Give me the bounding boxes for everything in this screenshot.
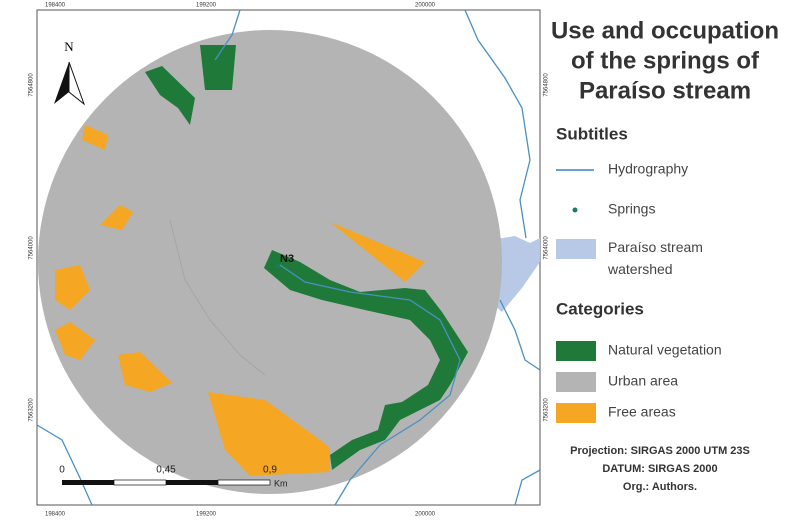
coord-bottom: 200000 xyxy=(415,512,436,518)
legend-heading: Subtitles xyxy=(556,124,628,143)
north-arrow xyxy=(54,61,86,106)
coord-top: 200000 xyxy=(415,3,436,9)
vegetation-swatch xyxy=(556,341,596,361)
legend-item: Hydrography xyxy=(608,161,688,177)
coord-left: 7563200 xyxy=(29,398,35,422)
urban-swatch xyxy=(556,372,596,392)
title-line: Paraíso stream xyxy=(579,77,751,104)
free-swatch xyxy=(556,403,596,423)
coord-left: 7564000 xyxy=(29,236,35,260)
title-line: Use and occupation xyxy=(551,17,779,44)
spring-label: N3 xyxy=(280,253,294,265)
title-line: of the springs of xyxy=(571,47,760,74)
credit: Org.: Authors. xyxy=(623,481,697,493)
spacer xyxy=(556,196,606,220)
coord-top: 199200 xyxy=(196,3,217,9)
scale-bar xyxy=(62,479,271,486)
coord-right: 7564800 xyxy=(544,73,550,97)
spring-swatch xyxy=(572,207,578,213)
scale-label: 0,45 xyxy=(156,465,176,476)
coord-left: 7564800 xyxy=(29,73,35,97)
credit: DATUM: SIRGAS 2000 xyxy=(602,463,717,475)
legend-item-wrap: Paraíso stream watershed xyxy=(608,239,703,277)
legend-heading: Categories xyxy=(556,299,644,318)
coord-right: 7564000 xyxy=(544,236,550,260)
coord-top: 198400 xyxy=(45,3,66,9)
terrain-line xyxy=(169,219,266,376)
north-label: N xyxy=(64,39,74,54)
spring xyxy=(276,264,280,268)
credit: Projection: SIRGAS 2000 UTM 23S xyxy=(570,445,750,457)
coord-right: 7563200 xyxy=(544,398,550,422)
watershed-swatch xyxy=(556,239,596,259)
coord-bottom: 199200 xyxy=(196,512,217,518)
free-areas xyxy=(55,125,425,476)
legend-item: Urban area xyxy=(608,373,678,389)
legend-item: Free areas xyxy=(608,404,676,420)
scale-unit: Km xyxy=(274,478,288,488)
legend-item: Springs xyxy=(608,201,655,217)
legend-item: Paraíso stream watershed xyxy=(608,239,703,277)
coord-bottom: 198400 xyxy=(45,512,66,518)
hydrography xyxy=(36,9,541,506)
legend-item: Natural vegetation xyxy=(608,342,722,358)
scale-label: 0 xyxy=(59,465,65,476)
scale-label: 0,9 xyxy=(263,465,277,476)
